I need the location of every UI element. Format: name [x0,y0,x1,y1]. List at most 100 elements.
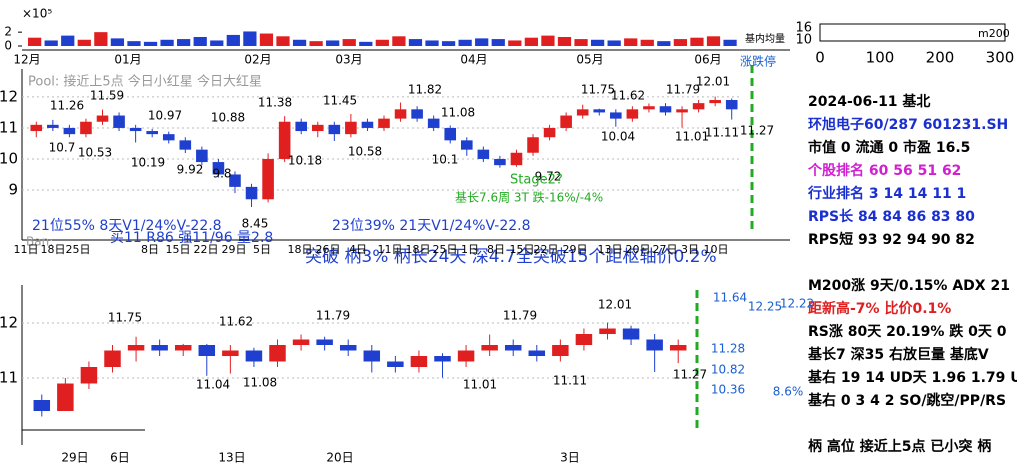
date-label: 3日 [560,451,580,465]
side-label: 涨跌停 [740,54,776,69]
price-label: 10.53 [78,146,112,160]
candle-body [444,127,457,141]
candle-body [328,124,341,135]
volume-bar [77,39,91,46]
volume-bar [143,41,158,46]
date-label: 22日 [194,243,219,256]
x-tick-label: 100 [866,49,895,67]
candle-body [174,345,192,351]
candle-body [576,109,589,116]
date-label: 11日 [14,243,39,256]
price-label: 11.08 [243,376,277,390]
volume-bar [243,31,257,46]
candle-body [599,328,616,334]
info-line: 柄 高位 接近上5点 已小突 柄 [808,438,991,455]
price-label: 10.7 [49,141,76,155]
candle-body [457,350,475,362]
candle-body [510,152,523,166]
volume-bar [94,32,108,46]
price-label: 11.79 [666,83,700,97]
month-label: 02月 [244,53,271,67]
candle-body [113,115,125,128]
date-label: 18日 [288,243,313,256]
candle-body [676,109,688,113]
candle-body [411,109,423,119]
candle-body [363,350,381,362]
candle-body [146,131,158,135]
volume-bar [557,37,572,46]
date-label: 20日 [626,243,651,256]
price-label: 12.25 [748,300,782,314]
x-tick-label: 0 [815,49,825,67]
candle-body [127,345,145,351]
candle-body [104,350,121,367]
volume-bar [706,36,721,46]
price-label: 11.64 [713,291,747,305]
candle-body [162,134,175,141]
date-label: 8日 [487,243,505,256]
volume-bar [574,39,588,46]
date-label: 26日 [316,243,341,256]
candle-body [593,109,606,113]
candle-body [378,118,390,128]
volume-bar [475,38,489,46]
date-label: 29日 [61,451,88,465]
volume-bar [193,37,207,46]
price-label: 11.62 [219,315,253,329]
candle-body [345,121,357,135]
candle-body [387,361,404,367]
volume-bar [425,40,439,46]
volume-scale: ×10⁵ [22,7,52,21]
y-tick-label: 16 [795,21,812,36]
note: Pool: 接近上5点 今日小红星 今日大红星 [28,74,262,90]
x-tick-label: 300 [986,49,1015,67]
price-label: 8.6% [773,385,804,399]
info-line: M200涨 9天/0.15% ADX 21 [808,278,1010,294]
month-label: 06月 [694,53,721,67]
candle-body [552,345,569,356]
date-label: 20日 [326,451,353,465]
candle-body [434,356,451,362]
info-line: 个股排名 60 56 51 62 [807,162,961,179]
candle-body [198,345,216,356]
price-label: 9.92 [177,163,204,177]
candle-body [575,334,593,345]
volume-bar [673,39,688,46]
y-tick-label: 0 [4,39,12,53]
date-label: 18日 [41,243,66,256]
candle-body [63,127,76,135]
candle-body [477,149,490,159]
candle-body [725,100,738,110]
price-label: 11.79 [316,309,350,323]
x-tick-label: 200 [926,49,955,67]
date-label: 10日 [704,243,729,256]
price-label: 8.45 [242,217,269,231]
price-label: 12.01 [598,298,632,312]
candle-body [80,367,98,384]
volume-bar [61,35,75,46]
volume-legend: 基内均量 [745,32,785,45]
candle-body [394,109,407,119]
date-label: 13日 [598,243,623,256]
price-label: 11.27 [673,368,707,382]
date-label: 1日 [461,243,479,256]
candle-body [528,350,546,356]
month-label: 04月 [460,53,487,67]
candle-body [692,103,705,110]
date-label: 3日 [681,243,699,256]
volume-bar [160,39,174,46]
month-label: 05月 [576,53,603,67]
candle-body [179,140,192,150]
volume-bar [292,39,307,46]
candle-body [427,118,440,128]
info-line: 2024-06-11 基北 [808,93,930,110]
candle-body [339,345,357,351]
price-label: 11.01 [675,130,709,144]
candle-body [151,345,168,351]
candle-body [262,158,274,200]
volume-bar [177,39,191,46]
candle-body [129,127,142,132]
price-label: 11.08 [441,106,475,120]
month-label: 12月 [13,53,40,67]
